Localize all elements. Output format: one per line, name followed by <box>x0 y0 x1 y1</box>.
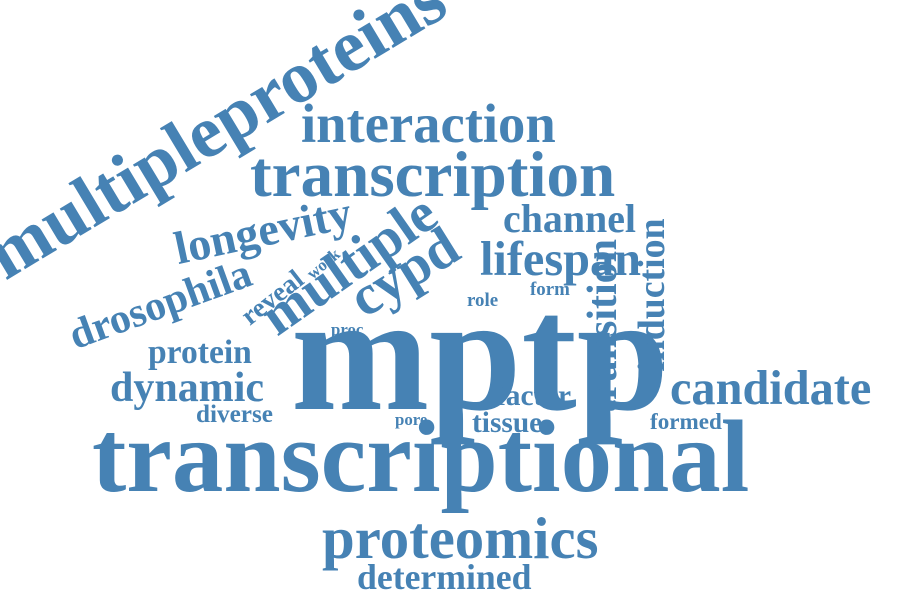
word-diverse: diverse <box>196 401 273 428</box>
word-protein: protein <box>148 334 252 371</box>
word-role: role <box>467 290 499 311</box>
word-channel: channel <box>503 196 636 241</box>
word-candidate: candidate <box>670 362 872 415</box>
word-pore: pore <box>395 410 428 429</box>
word-transcriptional: transcriptional <box>92 400 750 514</box>
word-tissue: tissue <box>472 407 543 439</box>
word-proteomics: proteomics <box>322 506 599 571</box>
word-dynamic: dynamic <box>110 365 265 411</box>
word-transcription: transcription <box>250 139 616 211</box>
word-factor: factor <box>496 380 572 412</box>
word-determined: determined <box>357 557 532 594</box>
word-lifespan: lifespan <box>480 233 642 286</box>
word-mptp: mptp <box>291 261 669 445</box>
word-proc: proc <box>331 320 364 339</box>
word-interaction: interaction <box>301 93 556 154</box>
word-form: form <box>530 279 570 300</box>
word-formed: formed <box>650 408 722 434</box>
